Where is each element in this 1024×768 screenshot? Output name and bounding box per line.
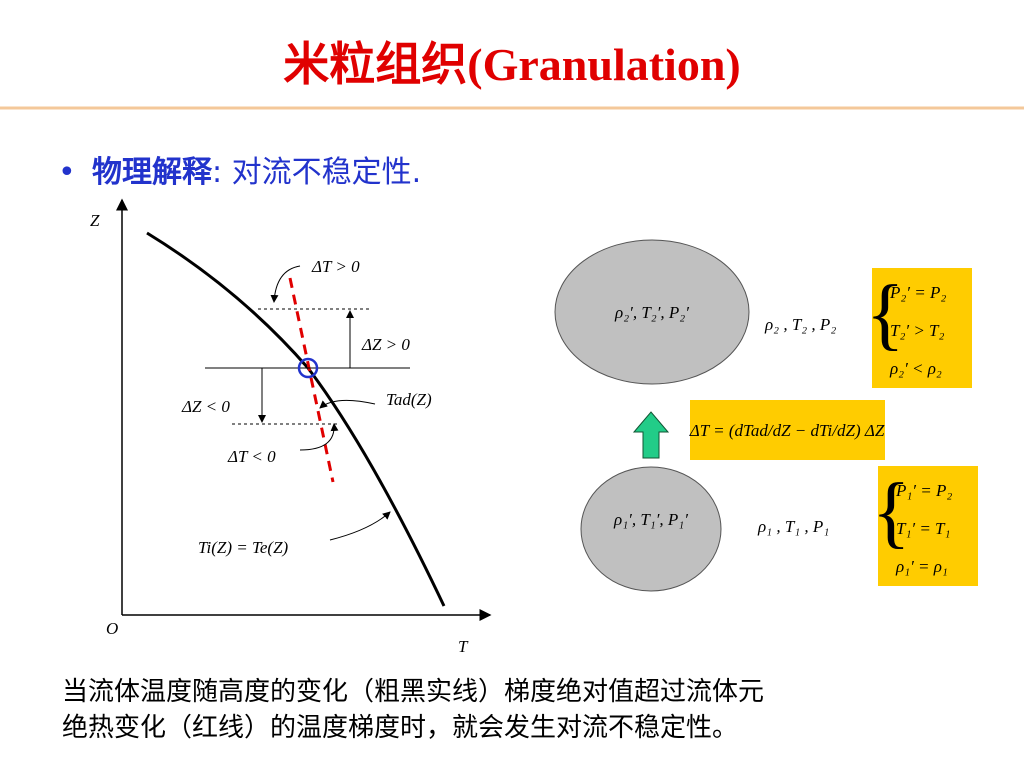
brace: {	[866, 270, 904, 358]
pointer	[329, 511, 391, 541]
label: ρ₂ , T₂ , P₂	[764, 315, 836, 334]
parcel	[297, 357, 319, 379]
pointer	[319, 399, 376, 409]
label: ρ₁′, T₁′, P₁′	[613, 510, 688, 529]
label: ΔT < 0	[227, 447, 276, 466]
label: Ti(Z) = Te(Z)	[198, 538, 289, 557]
temperature-profile	[146, 231, 446, 607]
brace: {	[872, 468, 910, 556]
label: T₁′ = T₁	[896, 519, 950, 538]
label: ΔT > 0	[311, 257, 360, 276]
bullet-label: 物理解释	[92, 155, 213, 190]
rise-arrow	[632, 411, 670, 459]
label: Tad(Z)	[386, 390, 432, 409]
caption: 绝热变化（红线）的温度梯度时，就会发生对流不稳定性。	[62, 713, 738, 743]
origin-label: O	[106, 619, 118, 638]
label: T₂′ > T₂	[890, 321, 945, 340]
condition-box	[872, 268, 972, 388]
bullet-dot: •	[58, 155, 76, 190]
upper-blob	[554, 239, 750, 385]
bullet-text: : 对流不稳定性.	[212, 155, 421, 190]
label: ρ₂′ < ρ₂	[889, 359, 942, 378]
lower-blob	[580, 466, 722, 592]
label: P₁′ = P₂	[895, 481, 952, 500]
label: ρ₁′ = ρ₁	[895, 557, 948, 576]
condition-box	[878, 466, 978, 586]
bullet: 物理解释: 对流不稳定性.	[92, 155, 421, 190]
label: ρ₁ , T₁ , P₁	[757, 517, 829, 536]
label: P₂′ = P₂	[889, 283, 946, 302]
label: ρ₂′, T₂′, P₂′	[614, 303, 689, 322]
title: 米粒组织(Granulation)	[283, 39, 740, 90]
axis-label: Z	[90, 211, 100, 230]
adiabat-line	[288, 277, 335, 483]
pointer	[299, 423, 339, 451]
label: ΔZ < 0	[181, 397, 230, 416]
label: ΔT = (dTad/dZ − dTi/dZ) ΔZ	[689, 421, 885, 440]
label: ΔZ > 0	[361, 335, 410, 354]
pointer	[270, 265, 301, 303]
axis-label: T	[458, 637, 469, 656]
caption: 当流体温度随高度的变化（粗黑实线）梯度绝对值超过流体元	[62, 677, 764, 707]
gradient-box	[690, 400, 885, 460]
